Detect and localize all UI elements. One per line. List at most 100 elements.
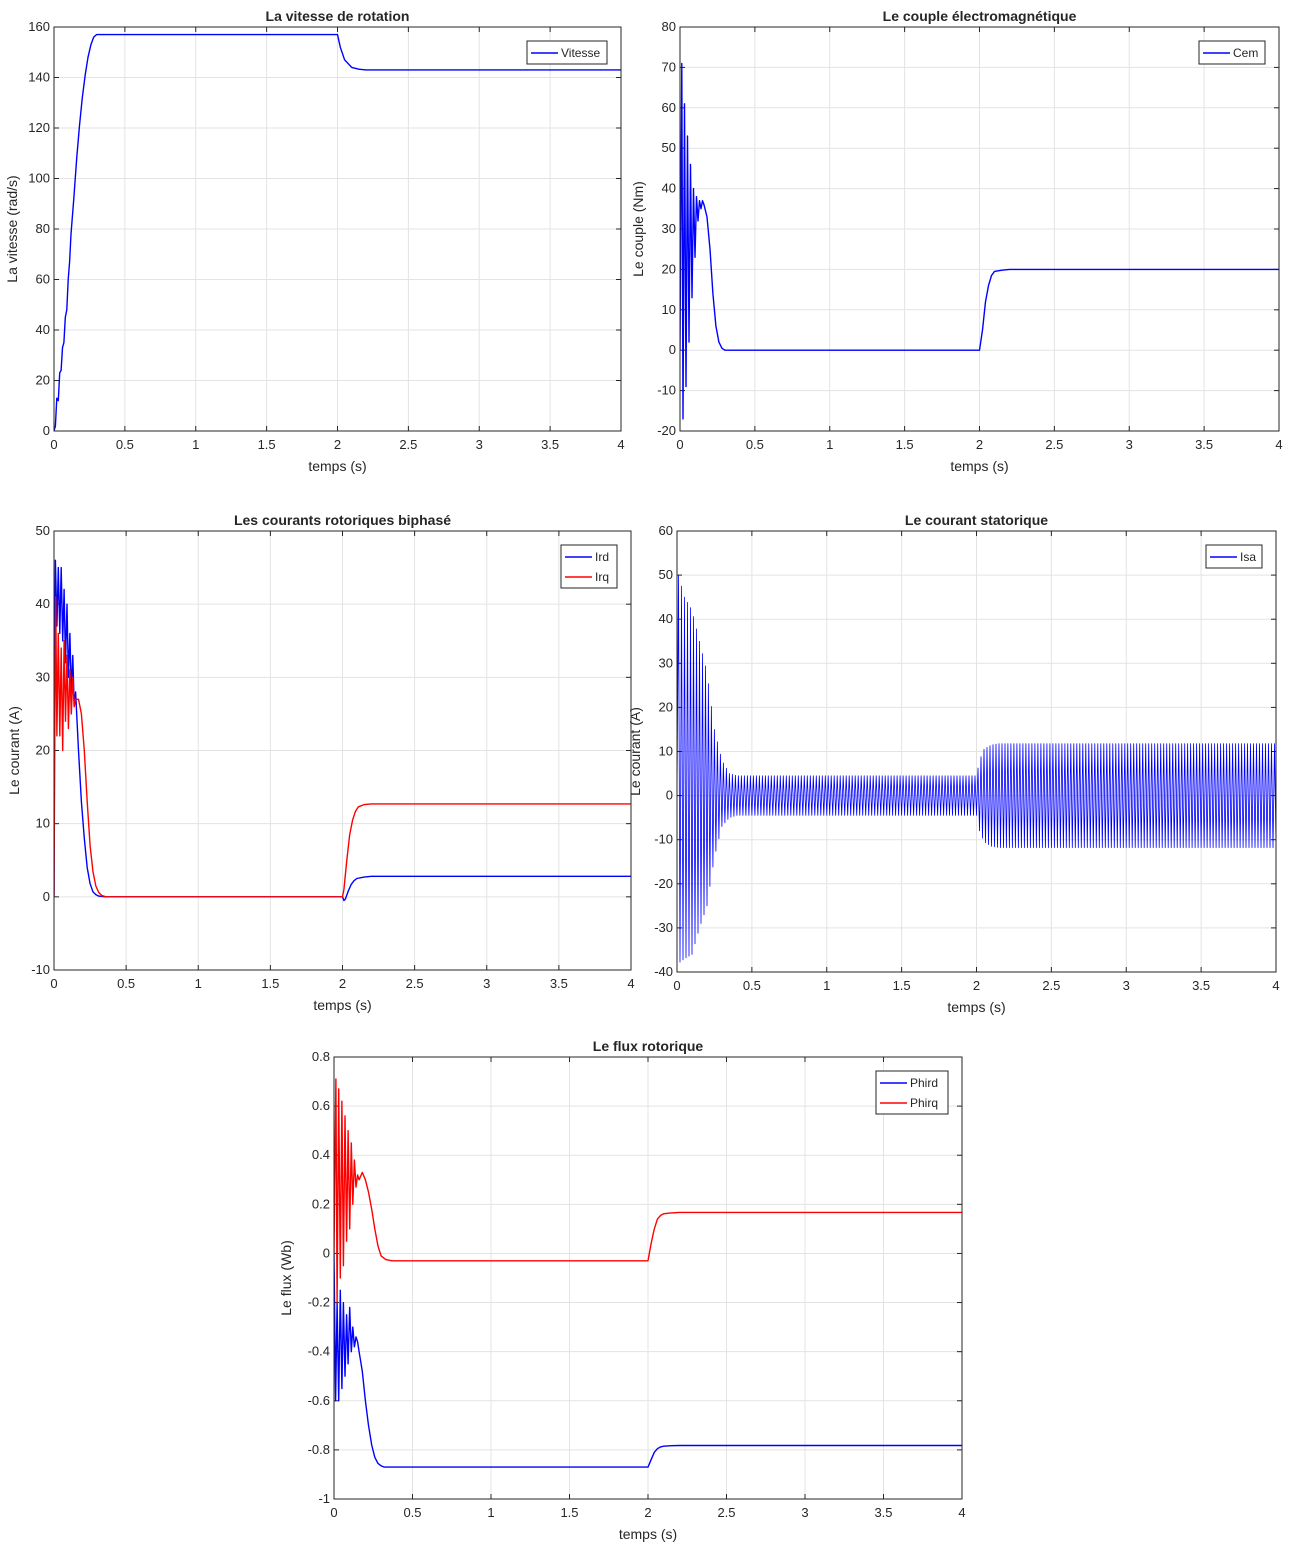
x-tick-label: 0 (676, 437, 683, 452)
x-tick-label: 1 (823, 978, 830, 993)
legend-box (875, 1070, 949, 1115)
x-tick-label: 1.5 (261, 976, 279, 991)
axes-box (53, 530, 632, 971)
x-tick-label: 3.5 (541, 437, 559, 452)
y-tick-label: 60 (662, 100, 676, 115)
y-tick-label: -0.8 (308, 1442, 330, 1457)
y-tick-label: 20 (659, 699, 673, 714)
series-line-vitesse (54, 33, 621, 431)
y-tick-label: 0 (669, 342, 676, 357)
y-tick-label: 30 (36, 669, 50, 684)
y-tick-label: 50 (36, 523, 50, 538)
x-tick-label: 0.5 (117, 976, 135, 991)
x-tick-label: 1 (826, 437, 833, 452)
x-tick-label: 2.5 (406, 976, 424, 991)
x-tick-label: 0.5 (116, 437, 134, 452)
y-tick-label: 0.2 (312, 1196, 330, 1211)
chart-title: Le flux rotorique (593, 1038, 704, 1054)
x-axis-label: temps (s) (313, 997, 371, 1013)
y-tick-label: -10 (657, 383, 676, 398)
y-tick-label: 120 (28, 120, 50, 135)
y-tick-label: 30 (662, 221, 676, 236)
axes-box (676, 530, 1277, 973)
x-axis-label: temps (s) (947, 999, 1005, 1015)
x-tick-label: 3.5 (550, 976, 568, 991)
y-tick-label: 0 (43, 423, 50, 438)
x-axis-label: temps (s) (619, 1526, 677, 1542)
y-tick-label: -1 (318, 1491, 330, 1506)
y-axis-label: Le courant (A) (6, 706, 22, 795)
x-tick-label: 4 (617, 437, 624, 452)
x-tick-label: 1 (487, 1505, 494, 1520)
chart-title: Le courant statorique (905, 512, 1048, 528)
legend: Vitesse (526, 40, 608, 65)
y-tick-label: 20 (36, 743, 50, 758)
y-axis-label: Le flux (Wb) (278, 1240, 294, 1315)
panel-courant-statorique: 0 0.5 1 1.5 2 2.5 3 3.5 4 -40 -30 -20 -10 0 10 20 30 40 50… (627, 512, 1280, 1015)
axes-box (679, 26, 1280, 432)
y-axis-label: Le courant (A) (627, 707, 643, 796)
x-tick-label: 2.5 (1045, 437, 1063, 452)
x-axis-label: temps (s) (308, 458, 366, 474)
x-tick-label: 3 (483, 976, 490, 991)
y-tick-label: 160 (28, 19, 50, 34)
y-tick-label: 60 (659, 523, 673, 538)
x-tick-label: 4 (958, 1505, 965, 1520)
legend-box (526, 40, 608, 65)
y-tick-label: -10 (654, 832, 673, 847)
x-tick-label: 1.5 (896, 437, 914, 452)
legend: Cem (1198, 40, 1266, 65)
series-line-phird (334, 1253, 962, 1468)
x-tick-label: 0 (50, 976, 57, 991)
x-tick-label: 2 (973, 978, 980, 993)
legend: Ird Irq (560, 544, 618, 589)
x-tick-label: 1 (195, 976, 202, 991)
series-line-isa (677, 574, 1276, 963)
x-tick-label: 0.5 (746, 437, 764, 452)
y-tick-label: 0 (666, 788, 673, 803)
x-tick-label: 3.5 (1192, 978, 1210, 993)
x-tick-label: 0 (673, 978, 680, 993)
y-tick-label: 0 (43, 889, 50, 904)
x-tick-label: 2.5 (399, 437, 417, 452)
y-tick-label: 10 (662, 302, 676, 317)
x-tick-label: 0.5 (743, 978, 761, 993)
y-tick-label: -20 (657, 423, 676, 438)
y-tick-label: 140 (28, 70, 50, 85)
x-tick-label: 0 (330, 1505, 337, 1520)
legend-label-ird: Ird (595, 550, 609, 564)
legend-label-phirq: Phirq (910, 1096, 938, 1110)
panel-flux-rotorique: 0 0.5 1 1.5 2 2.5 3 3.5 4 -1 -0.8 -0.6 -0.4 -0.2 0 0.2 0… (278, 1038, 966, 1542)
x-tick-label: 4 (1275, 437, 1282, 452)
chart-title: La vitesse de rotation (266, 8, 410, 24)
panel-couple: 0 0.5 1 1.5 2 2.5 3 3.5 4 -20 -10 0 10 20 30 40 50 60 70 80… (630, 8, 1283, 474)
legend: Phird Phirq (875, 1070, 949, 1115)
x-tick-label: 1.5 (560, 1505, 578, 1520)
x-tick-label: 2 (976, 437, 983, 452)
x-tick-label: 1.5 (258, 437, 276, 452)
axes-box (333, 1056, 963, 1500)
y-tick-label: 50 (662, 140, 676, 155)
y-axis-label: Le couple (Nm) (630, 181, 646, 277)
y-tick-label: -0.4 (308, 1344, 330, 1359)
y-tick-label: 40 (662, 181, 676, 196)
y-tick-label: 0.4 (312, 1147, 330, 1162)
y-tick-label: -30 (654, 920, 673, 935)
series-line-phirq (334, 1078, 962, 1304)
legend-label-cem: Cem (1233, 46, 1258, 60)
x-tick-label: 3 (476, 437, 483, 452)
x-tick-label: 1 (192, 437, 199, 452)
y-tick-label: -10 (31, 962, 50, 977)
x-tick-label: 0 (50, 437, 57, 452)
y-tick-label: 40 (659, 611, 673, 626)
y-tick-label: 20 (662, 261, 676, 276)
y-tick-label: -20 (654, 876, 673, 891)
x-tick-label: 3.5 (1195, 437, 1213, 452)
x-axis-label: temps (s) (950, 458, 1008, 474)
y-tick-label: 70 (662, 59, 676, 74)
y-tick-label: 0 (323, 1245, 330, 1260)
y-tick-label: -0.6 (308, 1393, 330, 1408)
y-tick-label: 30 (659, 655, 673, 670)
legend-label-irq: Irq (595, 570, 609, 584)
